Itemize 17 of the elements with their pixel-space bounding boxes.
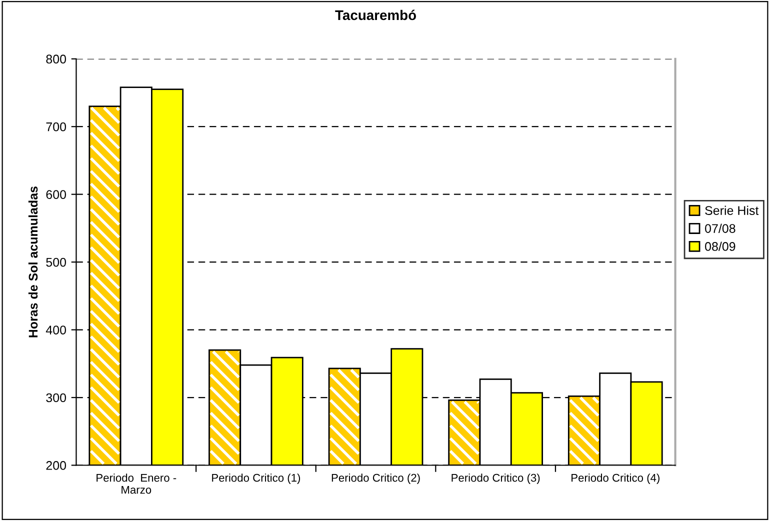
x-tick-label: Periodo Critico (2) bbox=[332, 474, 420, 484]
x-tick-label: Periodo Enero - Marzo bbox=[96, 474, 176, 494]
chart-title: Tacuarembó bbox=[335, 10, 416, 20]
x-tick-label: Periodo Critico (1) bbox=[212, 474, 300, 484]
legend-label: Serie Hist bbox=[705, 206, 759, 215]
y-tick-label: 200 bbox=[46, 461, 66, 470]
y-tick-label: 700 bbox=[46, 122, 66, 132]
y-tick-label: 500 bbox=[46, 258, 66, 267]
legend-label: 08/09 bbox=[705, 242, 736, 251]
y-tick-label: 400 bbox=[46, 326, 66, 334]
x-tick-label: Periodo Critico (4) bbox=[572, 474, 660, 484]
y-axis-title: Horas de Sol acumuladas bbox=[28, 186, 38, 338]
legend-label: 07/08 bbox=[705, 224, 736, 233]
x-tick-label: Periodo Critico (3) bbox=[452, 474, 540, 484]
y-tick-label: 300 bbox=[46, 393, 66, 402]
y-tick-label: 600 bbox=[46, 190, 66, 199]
y-tick-label: 800 bbox=[46, 54, 66, 64]
